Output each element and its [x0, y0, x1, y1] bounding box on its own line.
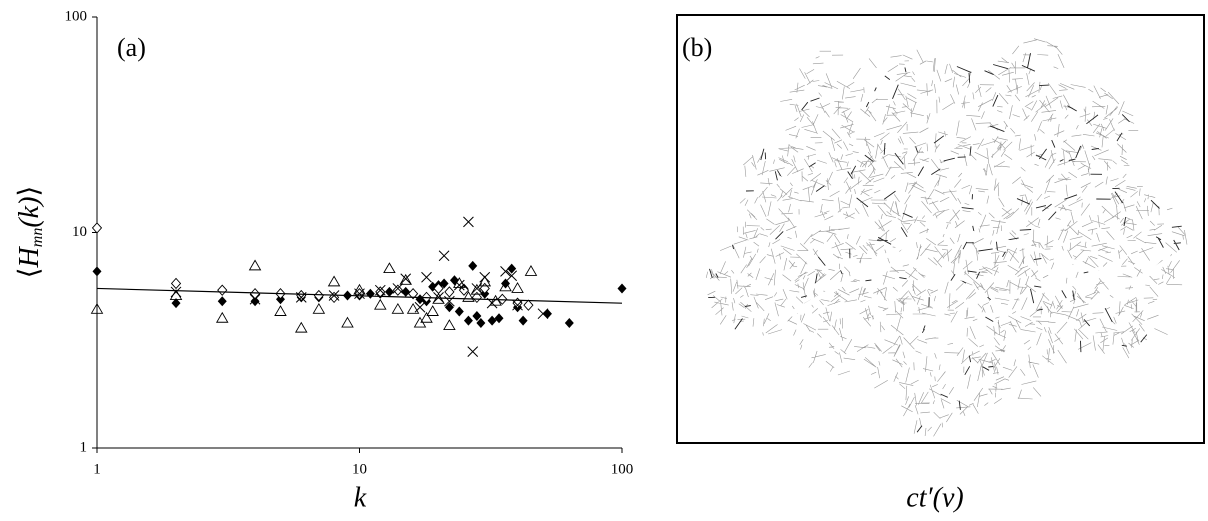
- point: [250, 296, 260, 307]
- point: [92, 266, 102, 277]
- point: [248, 259, 262, 271]
- x-axis-label: ct′(v): [906, 482, 963, 513]
- x-axis-label: k: [354, 482, 367, 513]
- point: [512, 299, 523, 311]
- point: [542, 308, 552, 319]
- point: [444, 286, 455, 298]
- point: [494, 313, 504, 324]
- point: [462, 290, 475, 302]
- y-axis-label-part: (k): [14, 197, 45, 228]
- point: [406, 302, 420, 314]
- y-axis-label-part: mn: [29, 228, 46, 248]
- point: [421, 271, 432, 283]
- point: [374, 298, 387, 310]
- point: [391, 302, 405, 314]
- point: [463, 315, 473, 326]
- point: [90, 302, 104, 314]
- y-axis-label: ⟨Hmn(k)⟩: [14, 186, 45, 279]
- y-tick-label: 10: [72, 224, 87, 240]
- fit-line: [96, 287, 623, 304]
- y-axis-label-part: ⟨: [14, 267, 45, 278]
- point: [171, 298, 181, 309]
- street-network: [688, 38, 1192, 437]
- point: [444, 302, 454, 313]
- point: [489, 294, 502, 306]
- point: [383, 262, 396, 274]
- point: [170, 277, 182, 290]
- point: [468, 260, 478, 271]
- point: [439, 278, 449, 289]
- point: [426, 305, 439, 316]
- point: [443, 319, 456, 331]
- point: [487, 315, 497, 326]
- panel-label: (a): [117, 33, 146, 62]
- point: [274, 305, 287, 316]
- point: [438, 250, 450, 262]
- map-frame: [676, 14, 1205, 444]
- point: [249, 293, 261, 305]
- point: [217, 296, 227, 307]
- point: [471, 283, 483, 294]
- panel-label: (b): [682, 33, 712, 62]
- point: [312, 302, 326, 314]
- y-axis-label-part: ⟩: [14, 186, 45, 197]
- point: [414, 301, 426, 313]
- river: [688, 228, 1192, 373]
- point: [217, 284, 228, 296]
- y-tick-label: 1: [80, 439, 88, 455]
- point: [341, 316, 354, 328]
- point: [91, 222, 103, 234]
- streets-dark: [708, 53, 1182, 433]
- point: [537, 308, 549, 320]
- point: [518, 315, 528, 326]
- point: [470, 283, 484, 295]
- point: [467, 346, 479, 357]
- point: [506, 270, 518, 282]
- point: [499, 280, 512, 292]
- point: [478, 275, 492, 287]
- point: [511, 282, 524, 293]
- point: [479, 271, 491, 283]
- point: [296, 289, 307, 302]
- y-axis-label-part: H: [14, 245, 45, 268]
- point: [564, 318, 574, 329]
- point: [471, 291, 482, 304]
- y-tick-label: 100: [65, 8, 88, 24]
- point: [454, 306, 464, 317]
- point: [328, 291, 340, 304]
- point: [472, 310, 482, 321]
- point: [400, 273, 412, 285]
- point: [433, 292, 444, 303]
- point: [327, 275, 341, 287]
- point: [420, 311, 433, 323]
- point: [170, 286, 182, 298]
- point: [374, 284, 386, 296]
- streets: [705, 38, 1188, 437]
- point: [507, 263, 517, 274]
- point: [313, 289, 324, 302]
- point: [523, 299, 534, 311]
- point: [401, 286, 411, 297]
- point: [249, 288, 261, 300]
- point: [375, 286, 386, 298]
- point: [463, 216, 474, 228]
- point: [476, 318, 486, 329]
- point: [524, 264, 538, 276]
- point: [453, 279, 465, 291]
- point: [365, 288, 375, 299]
- point: [294, 321, 308, 333]
- point: [354, 288, 365, 300]
- point: [384, 286, 394, 297]
- point: [215, 311, 229, 323]
- point: [399, 273, 413, 285]
- point: [617, 283, 627, 294]
- point: [407, 288, 419, 300]
- x-tick-label: 100: [611, 461, 634, 477]
- point: [392, 283, 404, 294]
- x-tick-label: 1: [93, 461, 101, 477]
- point: [392, 284, 403, 296]
- x-tick-label: 10: [352, 461, 367, 477]
- point: [500, 266, 511, 277]
